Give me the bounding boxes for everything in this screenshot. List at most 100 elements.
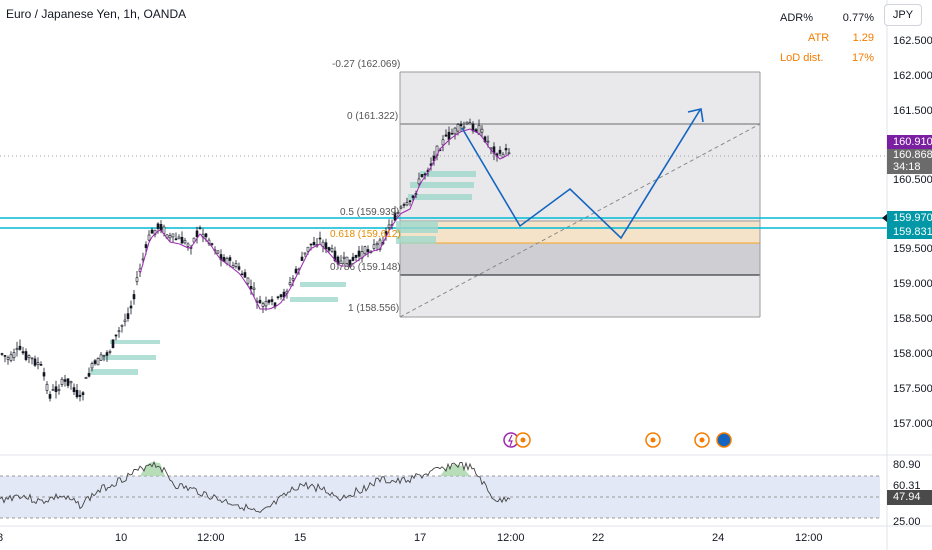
candle-body (198, 227, 202, 230)
candle-body (453, 127, 457, 135)
fib-zone-orange (400, 221, 760, 243)
candle-body (267, 299, 271, 303)
rsi-line (0, 460, 511, 513)
fib-trend-line[interactable] (399, 123, 761, 318)
candle-body (21, 351, 25, 354)
candle-body (351, 256, 355, 261)
candle-body (384, 231, 388, 236)
candle-body (279, 294, 283, 298)
time-axis-label: 10 (115, 532, 128, 544)
candle-body (240, 273, 244, 276)
fib-level-label: 0 (161.322) (347, 111, 399, 122)
candle-body (60, 378, 64, 385)
currency-button[interactable]: JPY (884, 4, 922, 26)
candle-body (210, 243, 214, 245)
candle-body (294, 268, 298, 274)
time-axis-label: 12:00 (197, 532, 225, 544)
candle-body (372, 244, 376, 249)
price-axis-label: 158.500 (893, 313, 932, 325)
candle-body (228, 257, 232, 261)
level-lower-tag[interactable]: 159.831 (893, 226, 932, 238)
rsi-value-tag: 47.94 (893, 491, 921, 503)
events-row[interactable] (503, 432, 732, 448)
candle-body (195, 230, 199, 238)
candle-body (393, 212, 397, 221)
candle-body (147, 234, 151, 241)
level-lower-tag-bg (887, 225, 932, 239)
candle-body (15, 348, 19, 351)
candle-body (288, 282, 292, 285)
candle-body (48, 394, 52, 399)
projection-arrowhead (687, 108, 704, 123)
candle-body (156, 223, 160, 229)
candle-body (0, 353, 4, 355)
fib-level-label: 1 (158.556) (348, 303, 400, 314)
candle-body (159, 224, 163, 231)
candle-body (417, 178, 421, 185)
candle-body (504, 148, 508, 151)
stat-row-lod: LoD dist. 17% (780, 48, 874, 68)
candle-body (192, 237, 196, 243)
candle-body (318, 237, 322, 240)
last-price-tag: 160.910 (893, 136, 932, 148)
candle-body (36, 362, 40, 365)
candle-body (171, 233, 175, 238)
volume-profile (90, 171, 476, 375)
rsi-value-tag-bg (887, 490, 932, 505)
candle-body (6, 357, 10, 360)
price-axis-label: 159.000 (893, 278, 932, 290)
candle-body (411, 195, 415, 198)
countdown-tag: 34:18 (893, 161, 921, 173)
candle-body (9, 354, 13, 361)
candle-body (54, 386, 58, 392)
stat-row-atr: ATR 1.29 (780, 28, 874, 48)
stat-value: 17% (851, 52, 874, 64)
candle-body (324, 242, 328, 250)
projection-path[interactable] (461, 109, 701, 240)
candle-body (486, 140, 490, 143)
candle-body (99, 354, 103, 361)
candle-body (408, 200, 412, 203)
candle-body (231, 265, 235, 268)
candle-body (111, 339, 115, 349)
price-axis-label: 159.500 (893, 243, 932, 255)
candle-body (3, 355, 7, 357)
candle-body (51, 389, 55, 391)
candle-body (57, 389, 61, 391)
candle-body (150, 229, 154, 234)
candle-body (102, 354, 106, 357)
candle-body (459, 123, 463, 127)
candle-body (399, 206, 403, 209)
price-axis-label: 161.500 (893, 105, 932, 117)
fib-zone-dark (400, 243, 760, 275)
candle-body (42, 372, 46, 377)
candle-body (87, 373, 91, 377)
symbol-title[interactable]: Euro / Japanese Yen, 1h, OANDA (6, 7, 187, 21)
level-upper-tag-bg (887, 211, 932, 225)
candle-body (339, 260, 343, 264)
level-upper-tag[interactable]: 159.970 (893, 212, 932, 224)
candle-body (276, 296, 280, 299)
candle-body (78, 394, 82, 397)
candle-body (105, 352, 109, 356)
rsi-axis-label: 25.00 (893, 516, 921, 528)
candle-body (447, 131, 451, 140)
candle-body (303, 252, 307, 255)
candle-body (108, 351, 112, 353)
time-axis-label: 17 (414, 532, 427, 544)
candle-body (468, 122, 472, 125)
candle-body (450, 133, 454, 135)
time-axis-label: 22 (592, 532, 605, 544)
candle-body (186, 243, 190, 247)
candle-body (480, 128, 484, 133)
candle-body (366, 249, 370, 253)
ema-line (139, 128, 510, 310)
candle-body (345, 256, 349, 264)
candle-body (444, 134, 448, 137)
candle-body (72, 387, 76, 393)
event-flag-icon (716, 432, 732, 448)
candle-body (90, 363, 94, 369)
candle-body (39, 364, 43, 366)
